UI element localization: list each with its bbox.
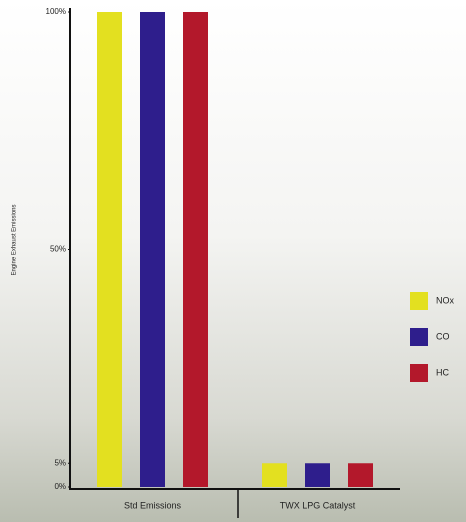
y-axis-label: Engine Exhaust Emissions [12, 204, 18, 275]
y-tick-label: 100% [46, 7, 66, 16]
y-tick-label: 5% [54, 458, 66, 467]
bar [97, 12, 122, 487]
legend-label: HC [436, 367, 449, 377]
y-tick-label: 50% [50, 245, 66, 254]
bar [262, 463, 287, 487]
legend-label: NOx [436, 295, 455, 305]
y-tick-label: 0% [54, 482, 66, 491]
bar [348, 463, 373, 487]
bar [140, 12, 165, 487]
x-tick-label: TWX LPG Catalyst [280, 500, 356, 510]
x-tick-label: Std Emissions [124, 500, 182, 510]
legend-swatch [410, 328, 428, 346]
legend-swatch [410, 292, 428, 310]
bar [305, 463, 330, 487]
bar [183, 12, 208, 487]
legend-label: CO [436, 331, 450, 341]
legend-swatch [410, 364, 428, 382]
